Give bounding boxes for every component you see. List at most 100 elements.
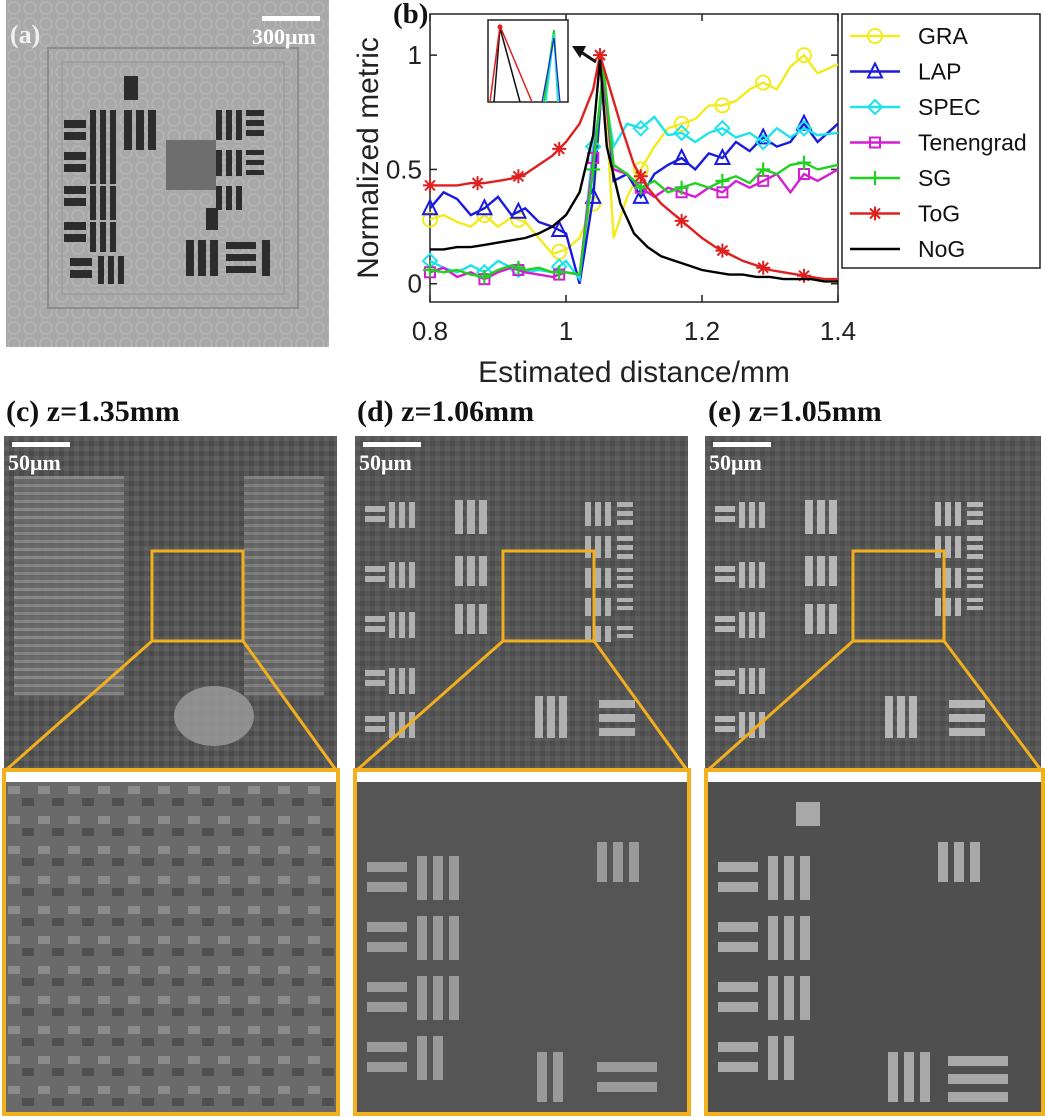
panel-d-image [355,436,688,768]
x-axis-label: Estimated distance/mm [478,356,790,389]
overview-image-graphic [6,0,329,347]
panel-d-zoom [357,782,687,1112]
series-marker-sg [715,173,730,188]
panel-b-label: (b) [393,0,429,30]
series-marker-gra [755,74,772,91]
series-nog [430,59,838,283]
series-marker-lap [713,147,732,165]
series-line-gra [429,53,839,256]
panel-e-zoom-frame [704,768,1045,1116]
panel-d-scale-label: 50μm [359,450,412,475]
peak-arrow-head [572,46,586,58]
peak-inset [487,19,597,103]
series-marker-lap [509,201,528,219]
y-tick-label: 0.5 [386,154,422,184]
series-marker-gra [673,115,690,132]
panel-e-scale-bar [713,442,771,447]
legend-marker-sg [868,171,882,185]
series-marker-sg [477,269,492,284]
panel-e-roi-box [851,549,946,643]
series-marker-sg [674,180,689,195]
panel-c-image [4,436,337,768]
series-marker-tog [674,213,689,228]
series-marker-tog [470,176,485,191]
x-tick-label: 1 [559,316,573,346]
panel-d-scale-bar [363,442,421,447]
legend-label-nog: NoG [918,236,965,262]
panel-e-connector-left [707,639,854,772]
series-marker-spec [795,119,813,137]
panel-d-connector-right [592,640,689,771]
series-marker-lap [550,219,568,237]
series-marker-sg [756,162,771,177]
series-marker-sg [552,265,567,280]
series-marker-tog [633,169,648,184]
panel-d-caption: (d) z=1.06mm [357,395,535,428]
panel-e-zoom-graphic [708,782,1041,1112]
panel-c-graphic [4,436,337,768]
inset-peak-dot [497,24,503,30]
panel-c-connector-right [241,640,338,771]
series-marker-lap [475,198,494,216]
y-tick-label: 1 [408,40,422,70]
series-marker-tog [756,260,771,275]
x-tick-label: 1.2 [684,316,720,346]
series-tog [423,48,838,283]
series-marker-lap [672,147,691,165]
panel-e-graphic [705,436,1041,768]
series-marker-spec [713,119,731,137]
series-marker-gra [714,97,731,114]
series-marker-tog [715,243,730,258]
series-marker-gra [796,47,812,64]
series-marker-lap [632,186,650,204]
panel-c-zoom-graphic [6,782,336,1112]
panel-e-caption: (e) z=1.05mm [708,395,882,428]
legend-entry-tenengrad: Tenengrad [850,130,1027,156]
series-marker-tog [423,178,437,193]
panel-e-connector-right [942,640,1043,771]
panel-c-roi-box [150,549,245,643]
legend-entry-sg: SG [850,165,951,191]
legend-label-gra: GRA [918,23,969,49]
series-line-spec [429,86,839,283]
panel-a-scale-label: 300μm [252,24,316,49]
inset-line-lap [541,37,561,103]
panel-e-scale-label: 50μm [709,450,762,475]
series-marker-tog [511,169,526,184]
panel-c-caption: (c) z=1.35mm [6,395,180,428]
series-marker-spec [632,119,650,137]
x-tick-label: 0.8 [412,316,448,346]
legend-marker-lap [866,61,884,79]
panel-a-label: (a) [10,20,41,49]
inset-line-spec [545,33,559,103]
legend-label-tog: ToG [918,201,960,227]
series-marker-sg [797,155,811,170]
legend-entry-tog: ToG [850,201,960,227]
legend-entry-gra: GRA [850,23,969,49]
legend-entry-spec: SPEC [850,94,981,120]
panel-c-scale-label: 50μm [8,450,61,475]
legend-marker-gra [867,28,883,44]
panel-d-zoom-frame [353,768,691,1116]
series-line-tog [430,54,838,281]
legend-label-spec: SPEC [918,94,981,120]
series-marker-spec [754,133,772,151]
legend-marker-tog [868,206,882,221]
legend-entry-nog: NoG [850,236,965,262]
series-marker-tog [797,268,811,283]
series-line-nog [430,59,838,283]
panel-e-zoom [708,782,1041,1112]
y-tick-label: 0 [408,269,422,299]
series-marker-tog [552,141,567,156]
series-marker-spec [673,124,691,142]
legend-box [841,13,1041,269]
panel-c-scale-bar [12,442,70,447]
focus-metric-chart: 0.8 1 1.2 1.4 0 0.5 1 Estimated distance/mm Norm… [352,13,1041,389]
panel-e-image [705,436,1041,768]
legend-marker-tenengrad [869,136,881,149]
panel-d-roi-box [501,549,596,643]
series-marker-sg [511,260,526,275]
panel-d-zoom-graphic [357,782,687,1112]
panel-c-zoom-frame [2,768,340,1116]
panel-c-connector-left [5,639,153,772]
